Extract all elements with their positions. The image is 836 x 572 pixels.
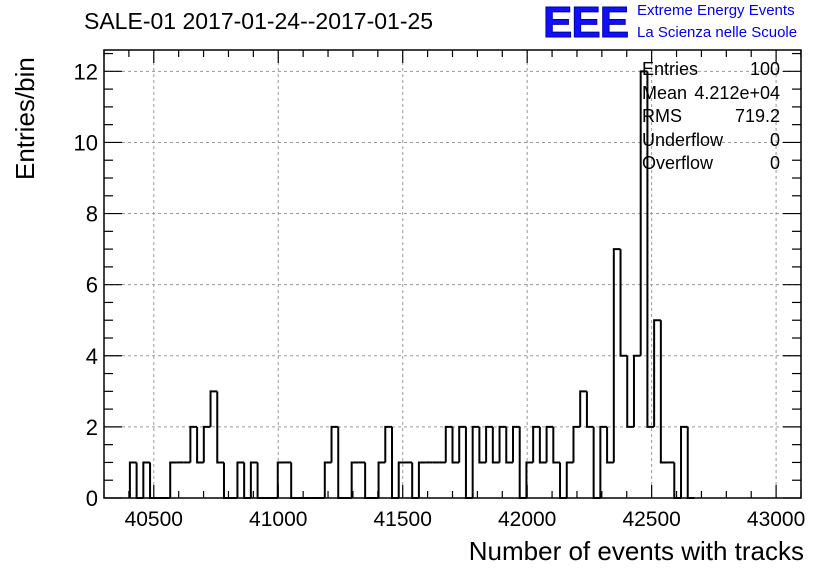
stats-entries-name: Entries <box>642 59 699 79</box>
histogram-bin <box>491 426 500 464</box>
histogram-bin <box>653 319 661 427</box>
histogram-bin <box>451 426 460 464</box>
logo-line-2: La Scienza nelle Scuole <box>637 24 798 41</box>
histogram-bin <box>565 461 574 498</box>
axis-ticks: 40500 41000 41500 42000 42500 43000 0 2 4 6 8 10 12 <box>74 50 805 531</box>
histogram-bin <box>518 426 527 499</box>
histogram-bin <box>256 462 265 499</box>
histogram-bin <box>444 425 453 463</box>
histogram-bin <box>330 425 339 463</box>
stats-row-overflow: Overflow 0 <box>642 152 780 176</box>
x-tick-label: 42500 <box>622 508 680 531</box>
histogram-bin <box>673 462 682 499</box>
histogram-bin <box>196 426 204 464</box>
stats-row-rms: RMS 719.2 <box>642 105 780 129</box>
stats-rms-value: 719.2 <box>734 106 780 126</box>
histogram-bin <box>559 462 567 499</box>
histogram-bin <box>417 461 426 498</box>
histogram-bin <box>384 425 393 463</box>
histogram-bin <box>189 425 198 463</box>
histogram-bin <box>364 462 372 499</box>
stats-entries-value: 100 <box>749 59 780 79</box>
histogram-bin <box>135 462 144 499</box>
histogram-bin <box>505 426 513 464</box>
histogram-bin <box>572 425 581 463</box>
histogram-bin <box>525 461 534 498</box>
histogram-bin <box>128 461 137 498</box>
histogram-bin <box>606 426 614 464</box>
histogram-bin <box>626 355 634 428</box>
histogram-bin <box>538 426 547 464</box>
histogram-bin <box>243 462 251 499</box>
histogram-bin <box>411 462 419 499</box>
histogram-bin <box>545 425 554 463</box>
x-tick-label: 42000 <box>498 508 556 531</box>
stats-underflow-name: Underflow <box>642 129 724 150</box>
histogram-bin <box>142 461 151 498</box>
histogram-bin <box>585 391 594 428</box>
stats-row-underflow: Underflow 0 <box>642 129 780 153</box>
stats-row-entries: Entries 100 <box>642 58 780 82</box>
stats-overflow-value: 0 <box>769 153 780 173</box>
y-tick-label: 2 <box>86 415 98 440</box>
histogram-bin <box>612 248 621 463</box>
x-axis-label: Number of events with tracks <box>468 536 804 566</box>
logo-line-1: Extreme Energy Events <box>637 2 795 19</box>
y-tick-label: 6 <box>86 273 98 298</box>
x-tick-label: 41500 <box>374 508 432 531</box>
stats-row-mean: Mean 4.212e+04 <box>642 82 780 106</box>
histogram-bin <box>686 426 695 499</box>
histogram-bin <box>350 461 359 498</box>
y-axis-label: Entries/bin <box>10 57 40 180</box>
histogram-bin <box>646 71 655 428</box>
stats-mean-name: Mean <box>642 82 688 103</box>
histogram-bin <box>202 425 211 463</box>
histogram-bin <box>222 462 231 499</box>
histogram-bin <box>485 425 493 463</box>
histogram-bin <box>498 425 507 463</box>
chart-title: SALE-01 2017-01-24--2017-01-25 <box>84 8 434 34</box>
histogram-bin <box>532 425 540 463</box>
x-tick-label: 41000 <box>249 508 307 531</box>
histogram-bin <box>579 390 587 427</box>
y-tick-label: 4 <box>86 344 98 369</box>
x-tick-label: 43000 <box>747 508 805 531</box>
histogram-bin <box>464 426 473 499</box>
histogram-bin <box>599 425 608 498</box>
histogram-bin <box>290 462 298 499</box>
histogram-bin <box>209 390 218 427</box>
histogram-bin <box>659 320 668 464</box>
histogram-bin <box>249 461 258 498</box>
histogram-bin <box>592 426 601 499</box>
x-tick-label: 40500 <box>125 508 183 531</box>
histogram-bin <box>236 461 245 498</box>
histogram-bin <box>323 461 332 498</box>
histogram-bin <box>619 249 628 357</box>
y-tick-label: 10 <box>74 130 98 155</box>
y-tick-label: 8 <box>86 202 98 227</box>
histogram-bin <box>471 425 480 498</box>
histogram-bin <box>511 425 520 463</box>
histogram-bin <box>552 426 561 464</box>
stats-underflow-value: 0 <box>769 129 780 150</box>
stats-box: Entries 100 Mean 4.212e+04 RMS 719.2 Und… <box>642 58 780 176</box>
histogram-bin <box>377 461 386 498</box>
eee-logo: EEE <box>542 0 629 47</box>
histogram-bin <box>478 426 487 464</box>
histogram-bin <box>337 426 345 499</box>
y-tick-label: 0 <box>86 486 98 511</box>
stats-rms-name: RMS <box>642 106 682 126</box>
histogram-bin <box>639 70 648 356</box>
stats-overflow-name: Overflow <box>642 153 714 173</box>
histogram-bin <box>397 461 406 498</box>
histogram-bin <box>391 426 399 499</box>
y-tick-label: 12 <box>74 59 98 84</box>
histogram-bin <box>458 425 466 463</box>
histogram-bin <box>169 461 177 498</box>
histogram-bin <box>216 391 224 464</box>
histogram-bin <box>680 425 688 498</box>
stats-mean-value: 4.212e+04 <box>694 82 780 103</box>
histogram-bin <box>632 354 641 427</box>
